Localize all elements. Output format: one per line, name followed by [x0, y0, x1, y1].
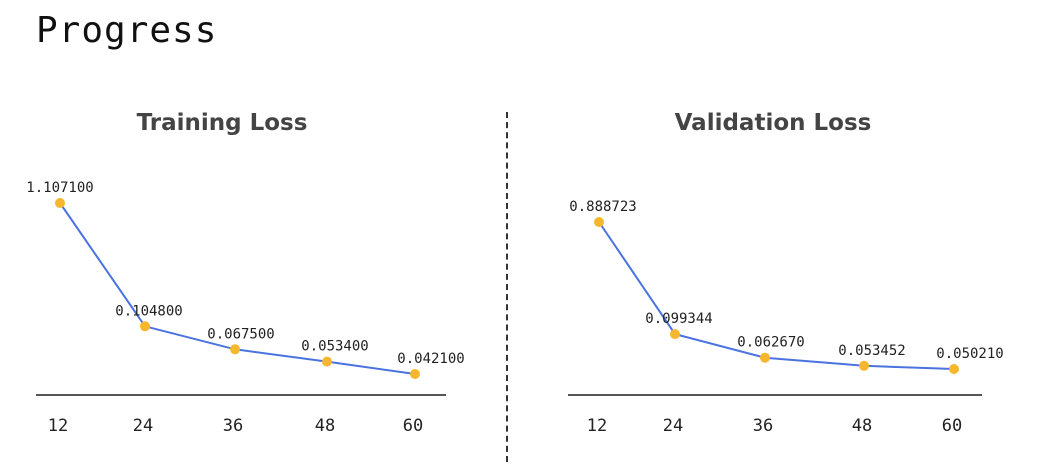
validation-point	[594, 217, 604, 227]
training-data-label: 1.107100	[26, 180, 93, 196]
validation-tick-label: 36	[753, 416, 773, 436]
validation-data-label: 0.888723	[569, 199, 636, 215]
training-tick-label: 36	[223, 416, 243, 436]
training-tick-label: 24	[133, 416, 153, 436]
validation-tick-label: 60	[942, 416, 962, 436]
training-point	[55, 198, 65, 208]
training-tick-label: 48	[315, 416, 335, 436]
validation-tick-label: 12	[587, 416, 607, 436]
validation-point	[760, 352, 770, 363]
training-point	[410, 369, 420, 379]
training-point	[230, 344, 240, 355]
training-loss-title: Training Loss	[136, 110, 308, 136]
validation-tick-label: 48	[852, 416, 872, 436]
training-data-label: 0.053400	[301, 339, 368, 355]
validation-data-label: 0.062670	[737, 335, 804, 351]
training-point	[322, 356, 332, 367]
validation-tick-label: 24	[663, 416, 683, 436]
training-tick-label: 60	[403, 416, 423, 436]
training-tick-label: 12	[48, 416, 68, 436]
training-data-label: 0.067500	[207, 326, 274, 342]
page-title: Progress	[36, 10, 218, 51]
validation-data-label: 0.050210	[936, 346, 1003, 362]
chart-divider	[506, 112, 508, 462]
validation-loss-title: Validation Loss	[674, 110, 872, 136]
validation-data-label: 0.053452	[838, 343, 905, 359]
training-data-label: 0.104800	[115, 303, 182, 319]
validation-point	[949, 364, 959, 374]
validation-point	[859, 360, 869, 371]
training-point	[140, 321, 150, 332]
validation-point	[670, 329, 680, 340]
training-data-label: 0.042100	[397, 351, 464, 367]
validation-data-label: 0.099344	[645, 311, 712, 327]
